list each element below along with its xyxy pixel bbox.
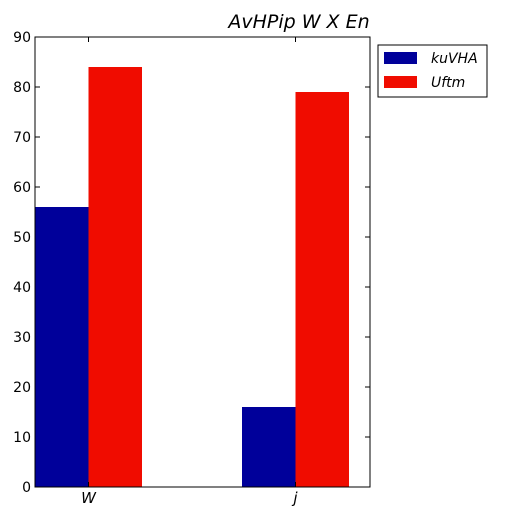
x-tick-label: j <box>291 489 298 507</box>
legend: kuVHA Uftm <box>377 44 488 98</box>
legend-label: Uftm <box>431 75 465 91</box>
bar-series2 <box>88 67 142 487</box>
y-tick-label: 40 <box>13 280 31 296</box>
legend-swatch <box>384 52 417 64</box>
bar-series1 <box>35 207 89 487</box>
y-tick-label: 0 <box>22 480 31 496</box>
y-axis-ticks: 0 10 20 30 40 50 60 70 80 90 <box>13 30 370 496</box>
bar-series1 <box>242 407 296 487</box>
y-tick-label: 10 <box>13 430 31 446</box>
bars <box>35 67 349 487</box>
plot-frame <box>34 36 371 488</box>
y-tick-label: 70 <box>13 130 31 146</box>
x-tick-label: W <box>81 489 97 507</box>
legend-swatch <box>384 76 417 88</box>
bar-series2 <box>295 92 349 487</box>
y-tick-label: 20 <box>13 380 31 396</box>
y-tick-label: 50 <box>13 230 31 246</box>
y-tick-label: 60 <box>13 180 31 196</box>
y-tick-label: 90 <box>13 30 31 46</box>
legend-label: kuVHA <box>431 51 478 67</box>
y-tick-label: 80 <box>13 80 31 96</box>
y-tick-label: 30 <box>13 330 31 346</box>
chart-title: AvHPip W X En <box>226 11 369 33</box>
